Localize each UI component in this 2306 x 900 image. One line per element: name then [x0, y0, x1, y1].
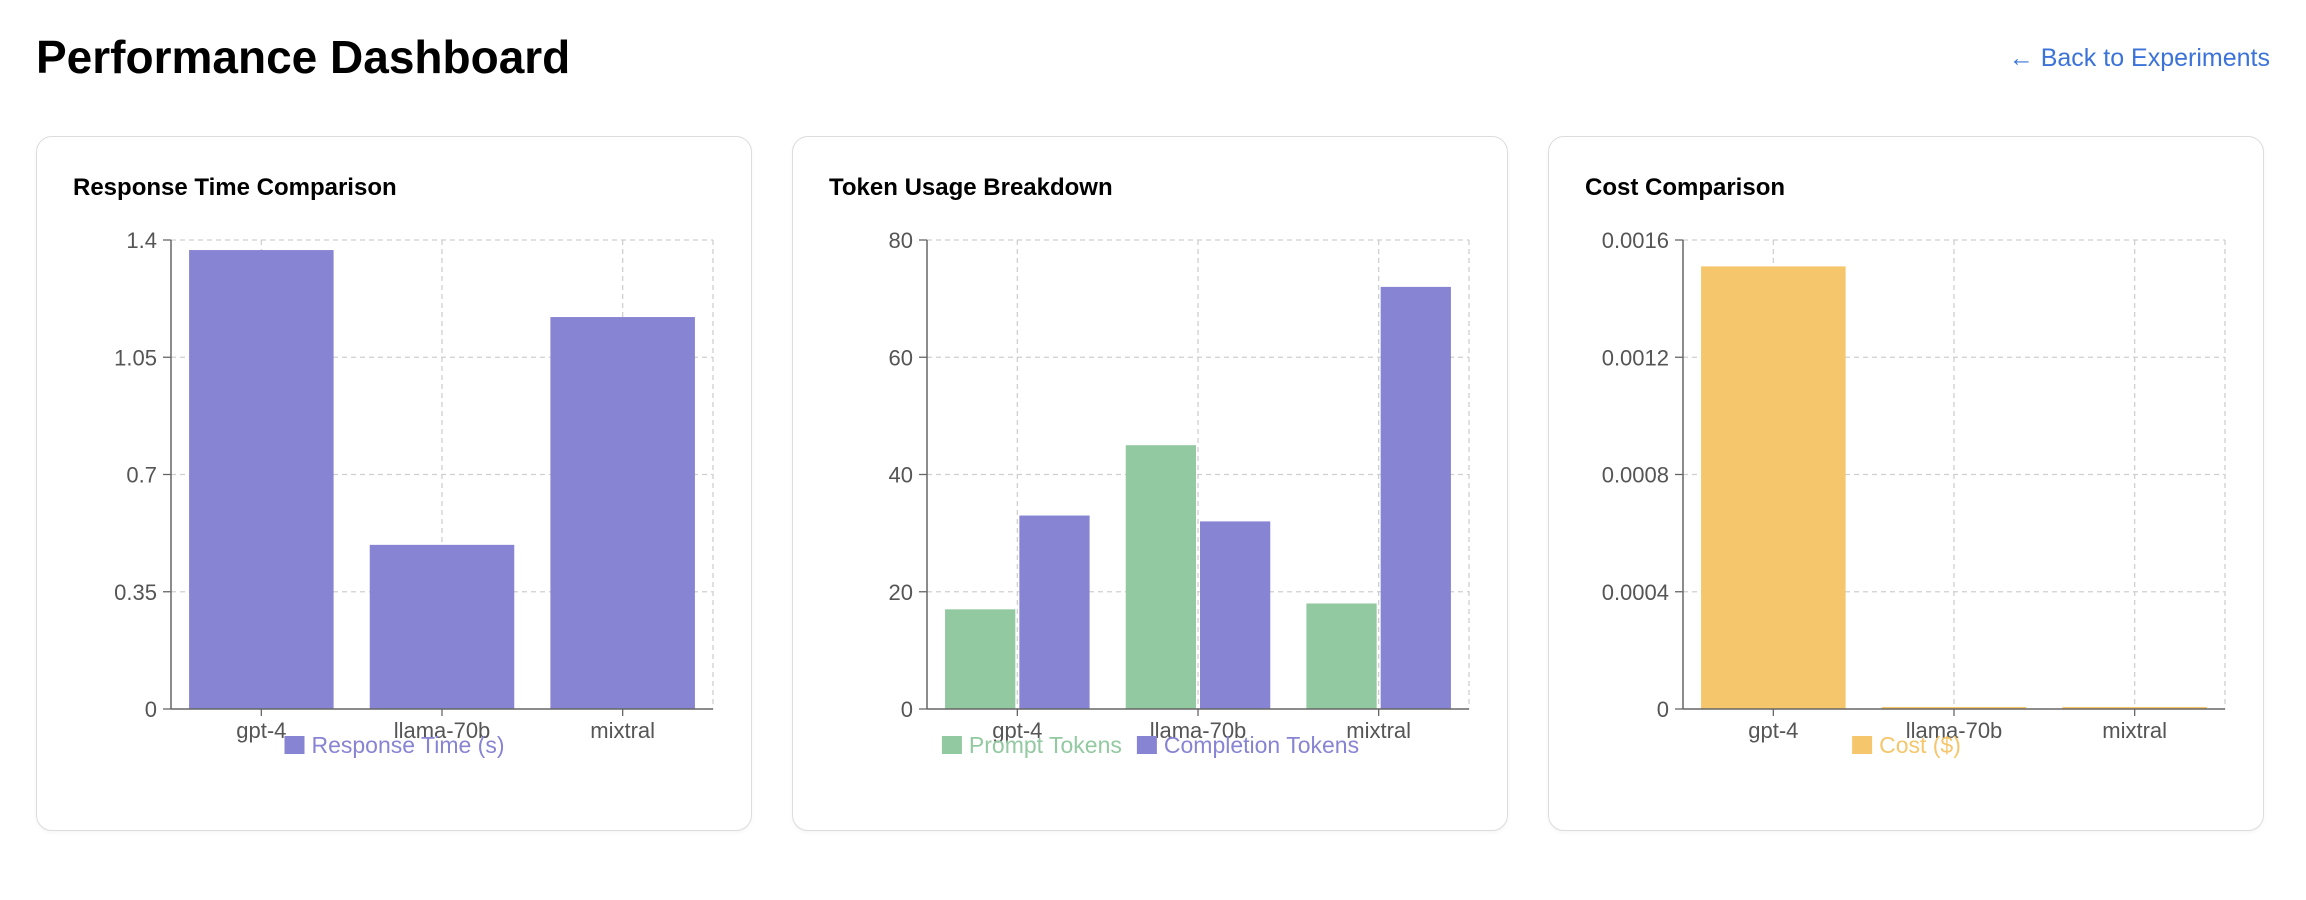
bar[interactable]	[1200, 521, 1271, 709]
chart-title: Cost Comparison	[1585, 174, 1786, 201]
legend: Prompt Tokens Completion Tokens	[941, 732, 1359, 758]
x-tick-label: gpt-4	[1748, 718, 1798, 743]
legend-label: Response Time (s)	[311, 732, 504, 758]
bar[interactable]	[1125, 445, 1196, 709]
response-time-card: Response Time Comparison 0 0.35 0.7 1.05 1.4…	[36, 136, 752, 831]
legend-swatch	[1852, 736, 1873, 754]
token-usage-card: Token Usage Breakdown 0 20 40 60 80 gpt-4 llam…	[792, 136, 1508, 831]
back-to-experiments-link[interactable]: ← Back to Experiments	[2008, 44, 2270, 72]
bar[interactable]	[550, 317, 695, 709]
bar[interactable]	[945, 609, 1016, 709]
legend-label: Completion Tokens	[1164, 732, 1359, 758]
y-tick-label: 0	[901, 697, 913, 722]
y-tick-label: 0.0004	[1602, 580, 1669, 605]
cost-card: Cost Comparison 0 0.0004 0.0008 0.0012 0.001…	[1548, 136, 2264, 831]
x-tick-label: gpt-4	[236, 718, 286, 743]
legend-item[interactable]: Completion Tokens	[1136, 732, 1359, 758]
page-title: Performance Dashboard	[36, 31, 571, 83]
x-tick-label: mixtral	[1346, 718, 1411, 743]
bar[interactable]	[1306, 603, 1377, 709]
y-tick-label: 0.0012	[1602, 345, 1669, 370]
x-tick-label: llama-70b	[1150, 718, 1247, 743]
legend-swatch	[1136, 736, 1157, 754]
x-tick-label: gpt-4	[992, 718, 1042, 743]
x-tick-label: llama-70b	[394, 718, 491, 743]
legend-item[interactable]: Response Time (s)	[284, 732, 505, 758]
x-tick-label: llama-70b	[1906, 718, 2003, 743]
y-tick-label: 0.0016	[1602, 228, 1669, 253]
grid	[927, 239, 1470, 709]
chart-title: Response Time Comparison	[73, 174, 397, 201]
cost-chart: 0 0.0004 0.0008 0.0012 0.0016 gpt-4 llama-70b m…	[1602, 228, 2226, 758]
legend-swatch	[284, 736, 305, 754]
bar[interactable]	[189, 250, 334, 710]
x-tick-label: mixtral	[2102, 718, 2167, 743]
bar[interactable]	[1380, 286, 1451, 709]
bar[interactable]	[1701, 266, 1846, 709]
y-tick-label: 0.7	[126, 463, 157, 488]
legend-item[interactable]: Prompt Tokens	[941, 732, 1122, 758]
legend: Response Time (s)	[284, 732, 505, 758]
y-tick-label: 40	[889, 463, 913, 488]
y-tick-label: 20	[889, 580, 913, 605]
y-tick-label: 0	[145, 697, 157, 722]
y-tick-label: 60	[889, 345, 913, 370]
legend-item[interactable]: Cost ($)	[1852, 732, 1961, 758]
chart-title: Token Usage Breakdown	[829, 174, 1113, 201]
bar[interactable]	[369, 544, 515, 709]
legend: Cost ($)	[1852, 732, 1961, 758]
bar[interactable]	[1019, 515, 1090, 709]
y-tick-label: 0.0008	[1602, 463, 1669, 488]
y-tick-label: 80	[889, 228, 913, 253]
legend-label: Cost ($)	[1879, 732, 1961, 758]
bar[interactable]	[2062, 706, 2207, 709]
y-tick-label: 0	[1657, 697, 1669, 722]
legend-swatch	[941, 736, 962, 754]
legend-label: Prompt Tokens	[969, 732, 1122, 758]
bar[interactable]	[1881, 706, 2027, 709]
y-tick-label: 1.05	[114, 345, 157, 370]
response-time-chart: 0 0.35 0.7 1.05 1.4 gpt-4 llama-70b mixtral Resp…	[114, 228, 714, 758]
x-tick-label: mixtral	[590, 718, 655, 743]
y-tick-label: 1.4	[126, 228, 157, 253]
y-tick-label: 0.35	[114, 580, 157, 605]
